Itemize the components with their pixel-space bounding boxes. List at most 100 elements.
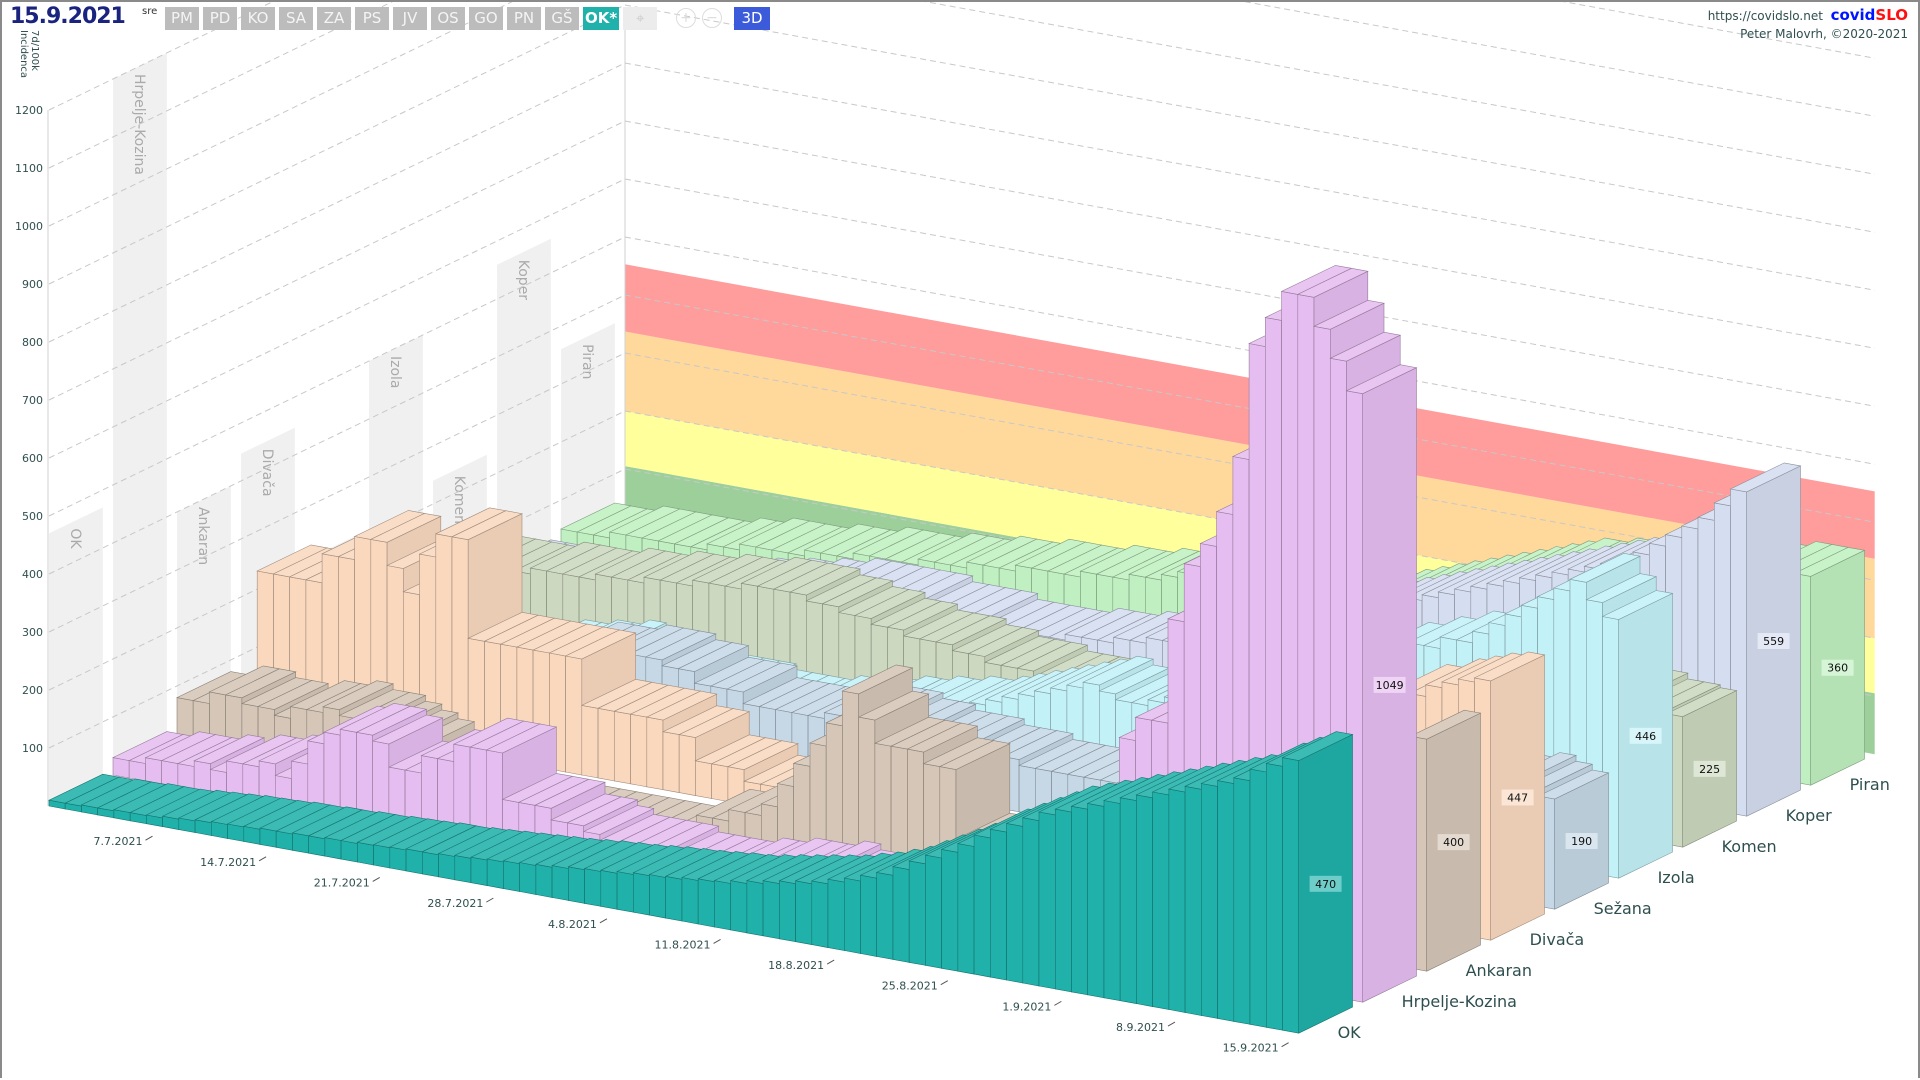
bar-side-face [678, 734, 696, 796]
region-button-pd[interactable]: PD [203, 7, 237, 30]
region-button-ok[interactable]: OK* [583, 7, 620, 30]
region-button-gs[interactable]: GŠ [545, 7, 579, 30]
bar-top-face [935, 615, 1008, 646]
region-toolbar: PM PD KO SA ZA PS JV OS GO PN GŠ OK* ⌖ [165, 7, 658, 30]
bar-top-face [726, 740, 799, 771]
y-axis-title-line2: Incidenca [18, 30, 29, 79]
bar-top-face [369, 513, 442, 543]
x-tick-label: 4.8.2021 [548, 918, 597, 931]
wall-series-name: Izola [387, 356, 403, 389]
bar-side-face [259, 827, 277, 848]
bar-side-face [860, 874, 878, 957]
value-label-bg [1757, 633, 1790, 650]
bar-top-face [1296, 267, 1369, 298]
value-label: 447 [1507, 792, 1528, 805]
bar-top-face [534, 778, 606, 809]
series-label: Sežana [1594, 899, 1652, 918]
bar-top-face [1016, 641, 1089, 672]
bar-top-face [678, 708, 751, 738]
region-button-go[interactable]: GO [469, 7, 503, 30]
x-tick-label: 28.7.2021 [427, 897, 483, 910]
bar-top-face [644, 630, 717, 661]
series-ok [48, 731, 1354, 1034]
region-button-pn[interactable]: PN [507, 7, 541, 30]
bar-side-face [454, 855, 472, 884]
bar-side-face [714, 880, 732, 931]
bar-side-face [145, 757, 162, 785]
region-button-sa[interactable]: SA [279, 7, 313, 30]
bar-side-face [843, 877, 861, 954]
bar-side-face [762, 880, 780, 940]
3d-view-button[interactable]: 3D [734, 7, 770, 30]
bar-side-face [730, 880, 748, 934]
x-tick [1054, 1000, 1062, 1006]
wall-series-name: Ankaran [195, 507, 211, 565]
series-label: OK [1338, 1023, 1362, 1042]
grid-line [48, 120, 1875, 401]
y-axis-title: 7d/100k Incidenca [18, 30, 40, 78]
bar-side-face [112, 757, 130, 779]
bar-top-face [564, 629, 637, 660]
bar-side-face [1282, 757, 1299, 1034]
bar-side-face [292, 832, 310, 854]
value-label-bg [1501, 789, 1534, 806]
bar-side-face [925, 854, 942, 969]
bar-side-face [486, 858, 504, 889]
wall-series-name: Komen [451, 476, 467, 524]
bar-top-face [854, 589, 926, 619]
x-tick-label: 25.8.2021 [882, 980, 938, 993]
bar-top-face [1537, 769, 1610, 800]
value-label: 225 [1699, 763, 1720, 776]
x-tick [258, 856, 267, 862]
y-tick-label: 500 [22, 510, 43, 523]
bar-top-face [485, 723, 558, 754]
bar-top-face [1345, 364, 1418, 395]
site-url[interactable]: https://covidslo.net [1707, 9, 1823, 23]
wall-series-name: Hrpelje-Kozina [131, 74, 147, 175]
region-button-os[interactable]: OS [431, 7, 465, 30]
bar-side-face [662, 731, 680, 793]
zoom-in-icon[interactable]: + [676, 8, 696, 28]
x-tick-label: 11.8.2021 [655, 938, 711, 951]
region-button-pm[interactable]: PM [165, 7, 199, 30]
grid-line [48, 4, 1875, 285]
x-tick-label: 21.7.2021 [314, 876, 370, 889]
series-label: Piran [1850, 775, 1890, 794]
current-date[interactable]: 15.9.2021 [10, 4, 126, 29]
bar-side-face [323, 731, 341, 817]
x-tick-label: 1.9.2021 [1002, 1000, 1051, 1013]
bar-top-face [938, 740, 1011, 770]
location-button[interactable]: ⌖ [623, 7, 658, 30]
bar-side-face [535, 863, 553, 898]
region-button-ko[interactable]: KO [241, 7, 275, 30]
region-button-za[interactable]: ZA [317, 7, 351, 30]
grid-line [48, 468, 1875, 749]
bar-side-face [941, 849, 959, 972]
x-tick [372, 877, 380, 882]
bar-top-face [967, 627, 1040, 657]
y-tick-label: 1200 [15, 104, 43, 117]
grid-line [48, 62, 1875, 343]
wall-series-name: Piran [579, 344, 595, 379]
bar-top-face [1409, 709, 1482, 740]
bar-side-face [1022, 817, 1040, 987]
region-button-jv[interactable]: JV [393, 7, 427, 30]
x-tick [599, 918, 608, 924]
bar-side-face [1055, 808, 1072, 993]
bar-top-face [1473, 651, 1546, 682]
wall-silhouette [49, 507, 103, 806]
bar-side-face [665, 875, 683, 922]
zoom-out-icon[interactable]: − [702, 8, 722, 28]
bar-side-face [389, 846, 407, 872]
value-label: 559 [1763, 635, 1784, 648]
value-label-bg [1629, 727, 1662, 744]
region-button-ps[interactable]: PS [355, 7, 389, 30]
credits: https://covidslo.net covidSLO Peter Malo… [1708, 6, 1908, 41]
bar-side-face [1071, 805, 1088, 996]
bar-top-face [726, 662, 798, 693]
bar-side-face [827, 878, 845, 951]
bar-side-face [630, 713, 648, 788]
x-tick [1281, 1042, 1289, 1048]
wall-series-name: Koper [515, 260, 531, 301]
x-tick-label: 18.8.2021 [768, 959, 824, 972]
